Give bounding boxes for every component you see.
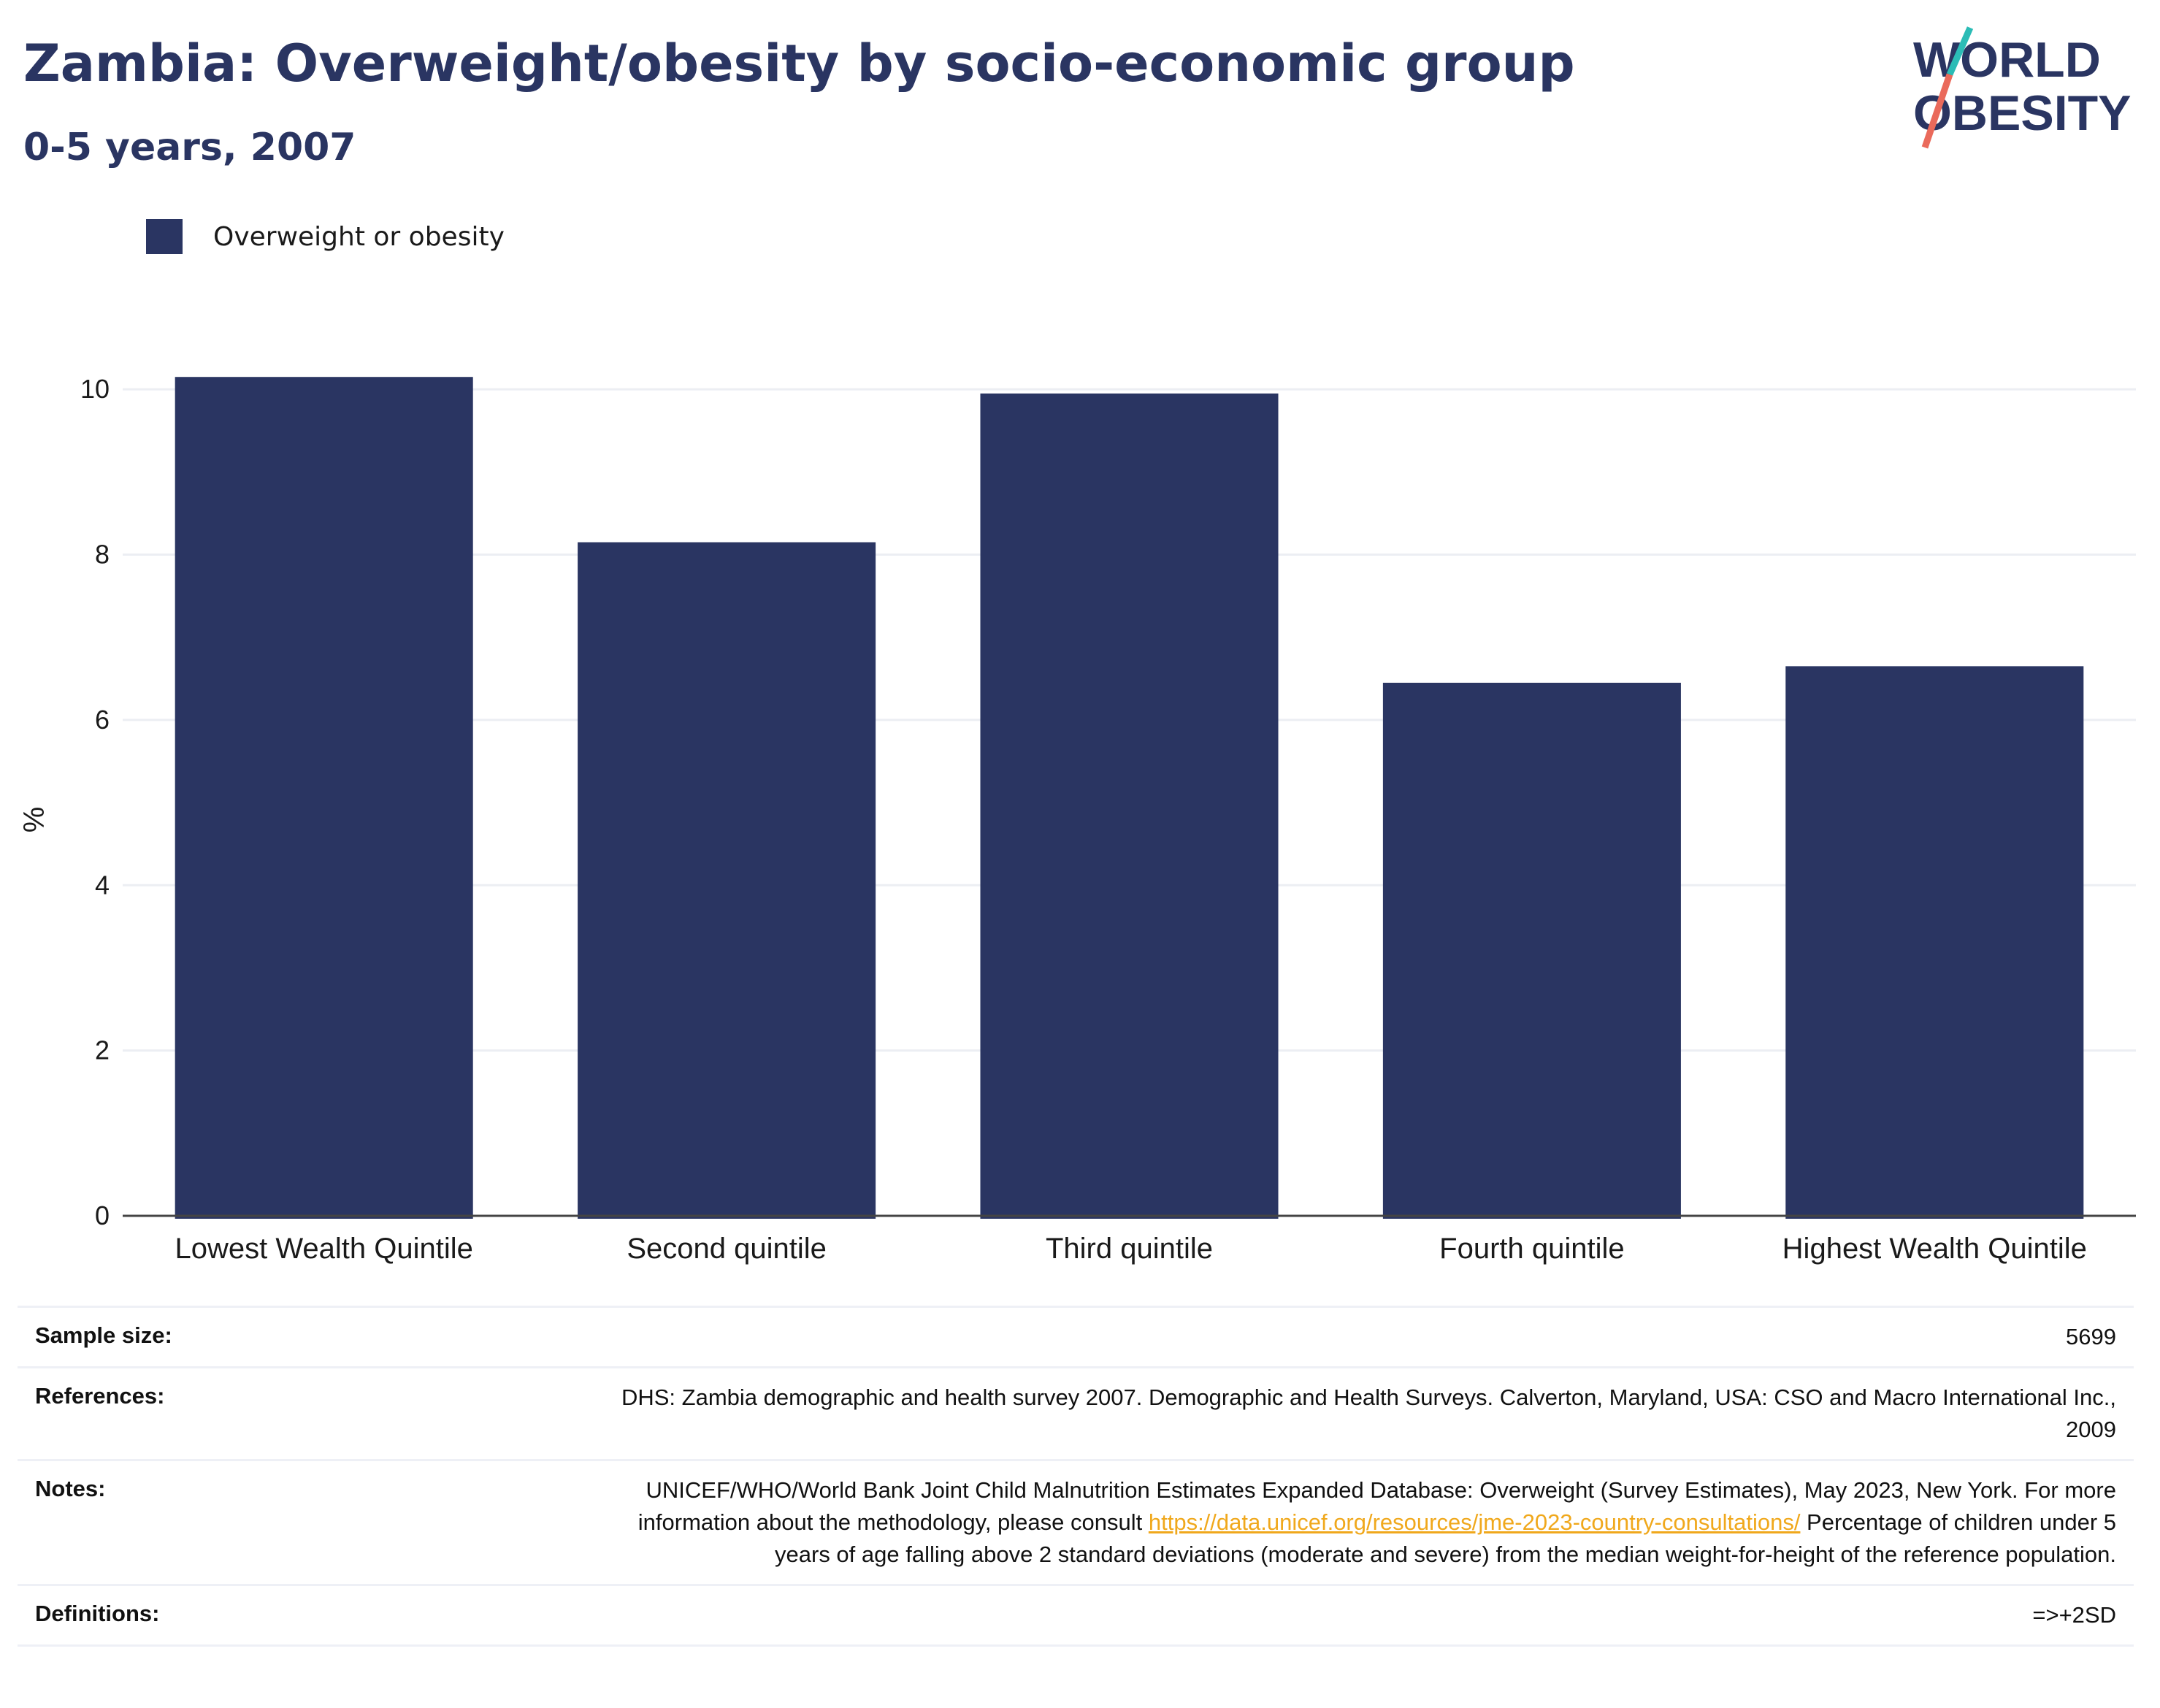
y-tick-label: 4: [95, 870, 110, 900]
chart-subtitle: 0-5 years, 2007: [23, 126, 356, 169]
bar: [578, 542, 876, 1219]
definitions-row: Definitions: =>+2SD: [18, 1584, 2134, 1647]
notes-link[interactable]: https://data.unicef.org/resources/jme-20…: [1148, 1509, 1801, 1535]
y-tick-label: 6: [95, 705, 110, 735]
bar: [980, 393, 1279, 1219]
notes-value: UNICEF/WHO/World Bank Joint Child Malnut…: [612, 1474, 2116, 1571]
references-row: References: DHS: Zambia demographic and …: [18, 1366, 2134, 1459]
definitions-label: Definitions:: [35, 1601, 160, 1626]
chart-title: Zambia: Overweight/obesity by socio-econ…: [23, 34, 1575, 93]
bar-chart: 0 2 4 6 8 10 Lowest Wealth Quintile Second quin…: [18, 374, 2136, 1265]
y-tick-label: 0: [95, 1200, 110, 1230]
notes-row: Notes: UNICEF/WHO/World Bank Joint Child…: [18, 1459, 2134, 1584]
logo-line-1: WORLD: [1913, 32, 2101, 88]
sample-size-value: 5699: [2066, 1324, 2116, 1349]
definitions-value: =>+2SD: [2032, 1602, 2116, 1628]
logo-line-2: OBESITY: [1913, 85, 2132, 141]
x-tick-label: Third quintile: [1046, 1233, 1213, 1265]
y-tick-label: 10: [80, 374, 110, 404]
y-tick-label: 2: [95, 1035, 110, 1065]
bar: [1382, 682, 1681, 1219]
notes-text-1: UNICEF/WHO/World Bank Joint Child Malnut…: [637, 1477, 2116, 1535]
notes-text-2: Percentage of children under 5 years of …: [775, 1509, 2116, 1567]
logo-slash-coral: [1921, 73, 1953, 149]
x-tick-label: Second quintile: [627, 1233, 827, 1265]
y-tick-label: 8: [95, 540, 110, 570]
references-value: DHS: Zambia demographic and health surve…: [621, 1385, 2116, 1442]
legend-swatch: [146, 219, 183, 254]
notes-label: Notes:: [35, 1476, 106, 1501]
legend[interactable]: Overweight or obesity: [146, 218, 505, 256]
bar: [175, 377, 473, 1219]
x-tick-label: Lowest Wealth Quintile: [175, 1233, 473, 1265]
sample-size-row: Sample size: 5699: [18, 1306, 2134, 1366]
info-table: Sample size: 5699 References: DHS: Zambi…: [18, 1306, 2134, 1647]
logo-slash-teal: [1946, 26, 1974, 76]
legend-label: Overweight or obesity: [213, 221, 505, 252]
y-axis-label: %: [18, 807, 50, 833]
world-obesity-logo: WORLD OBESITY: [1913, 26, 2132, 149]
x-tick-label: Fourth quintile: [1439, 1233, 1624, 1265]
sample-size-label: Sample size:: [35, 1322, 172, 1348]
x-tick-label: Highest Wealth Quintile: [1782, 1233, 2087, 1265]
bar: [1785, 666, 2084, 1219]
references-label: References:: [35, 1383, 165, 1409]
